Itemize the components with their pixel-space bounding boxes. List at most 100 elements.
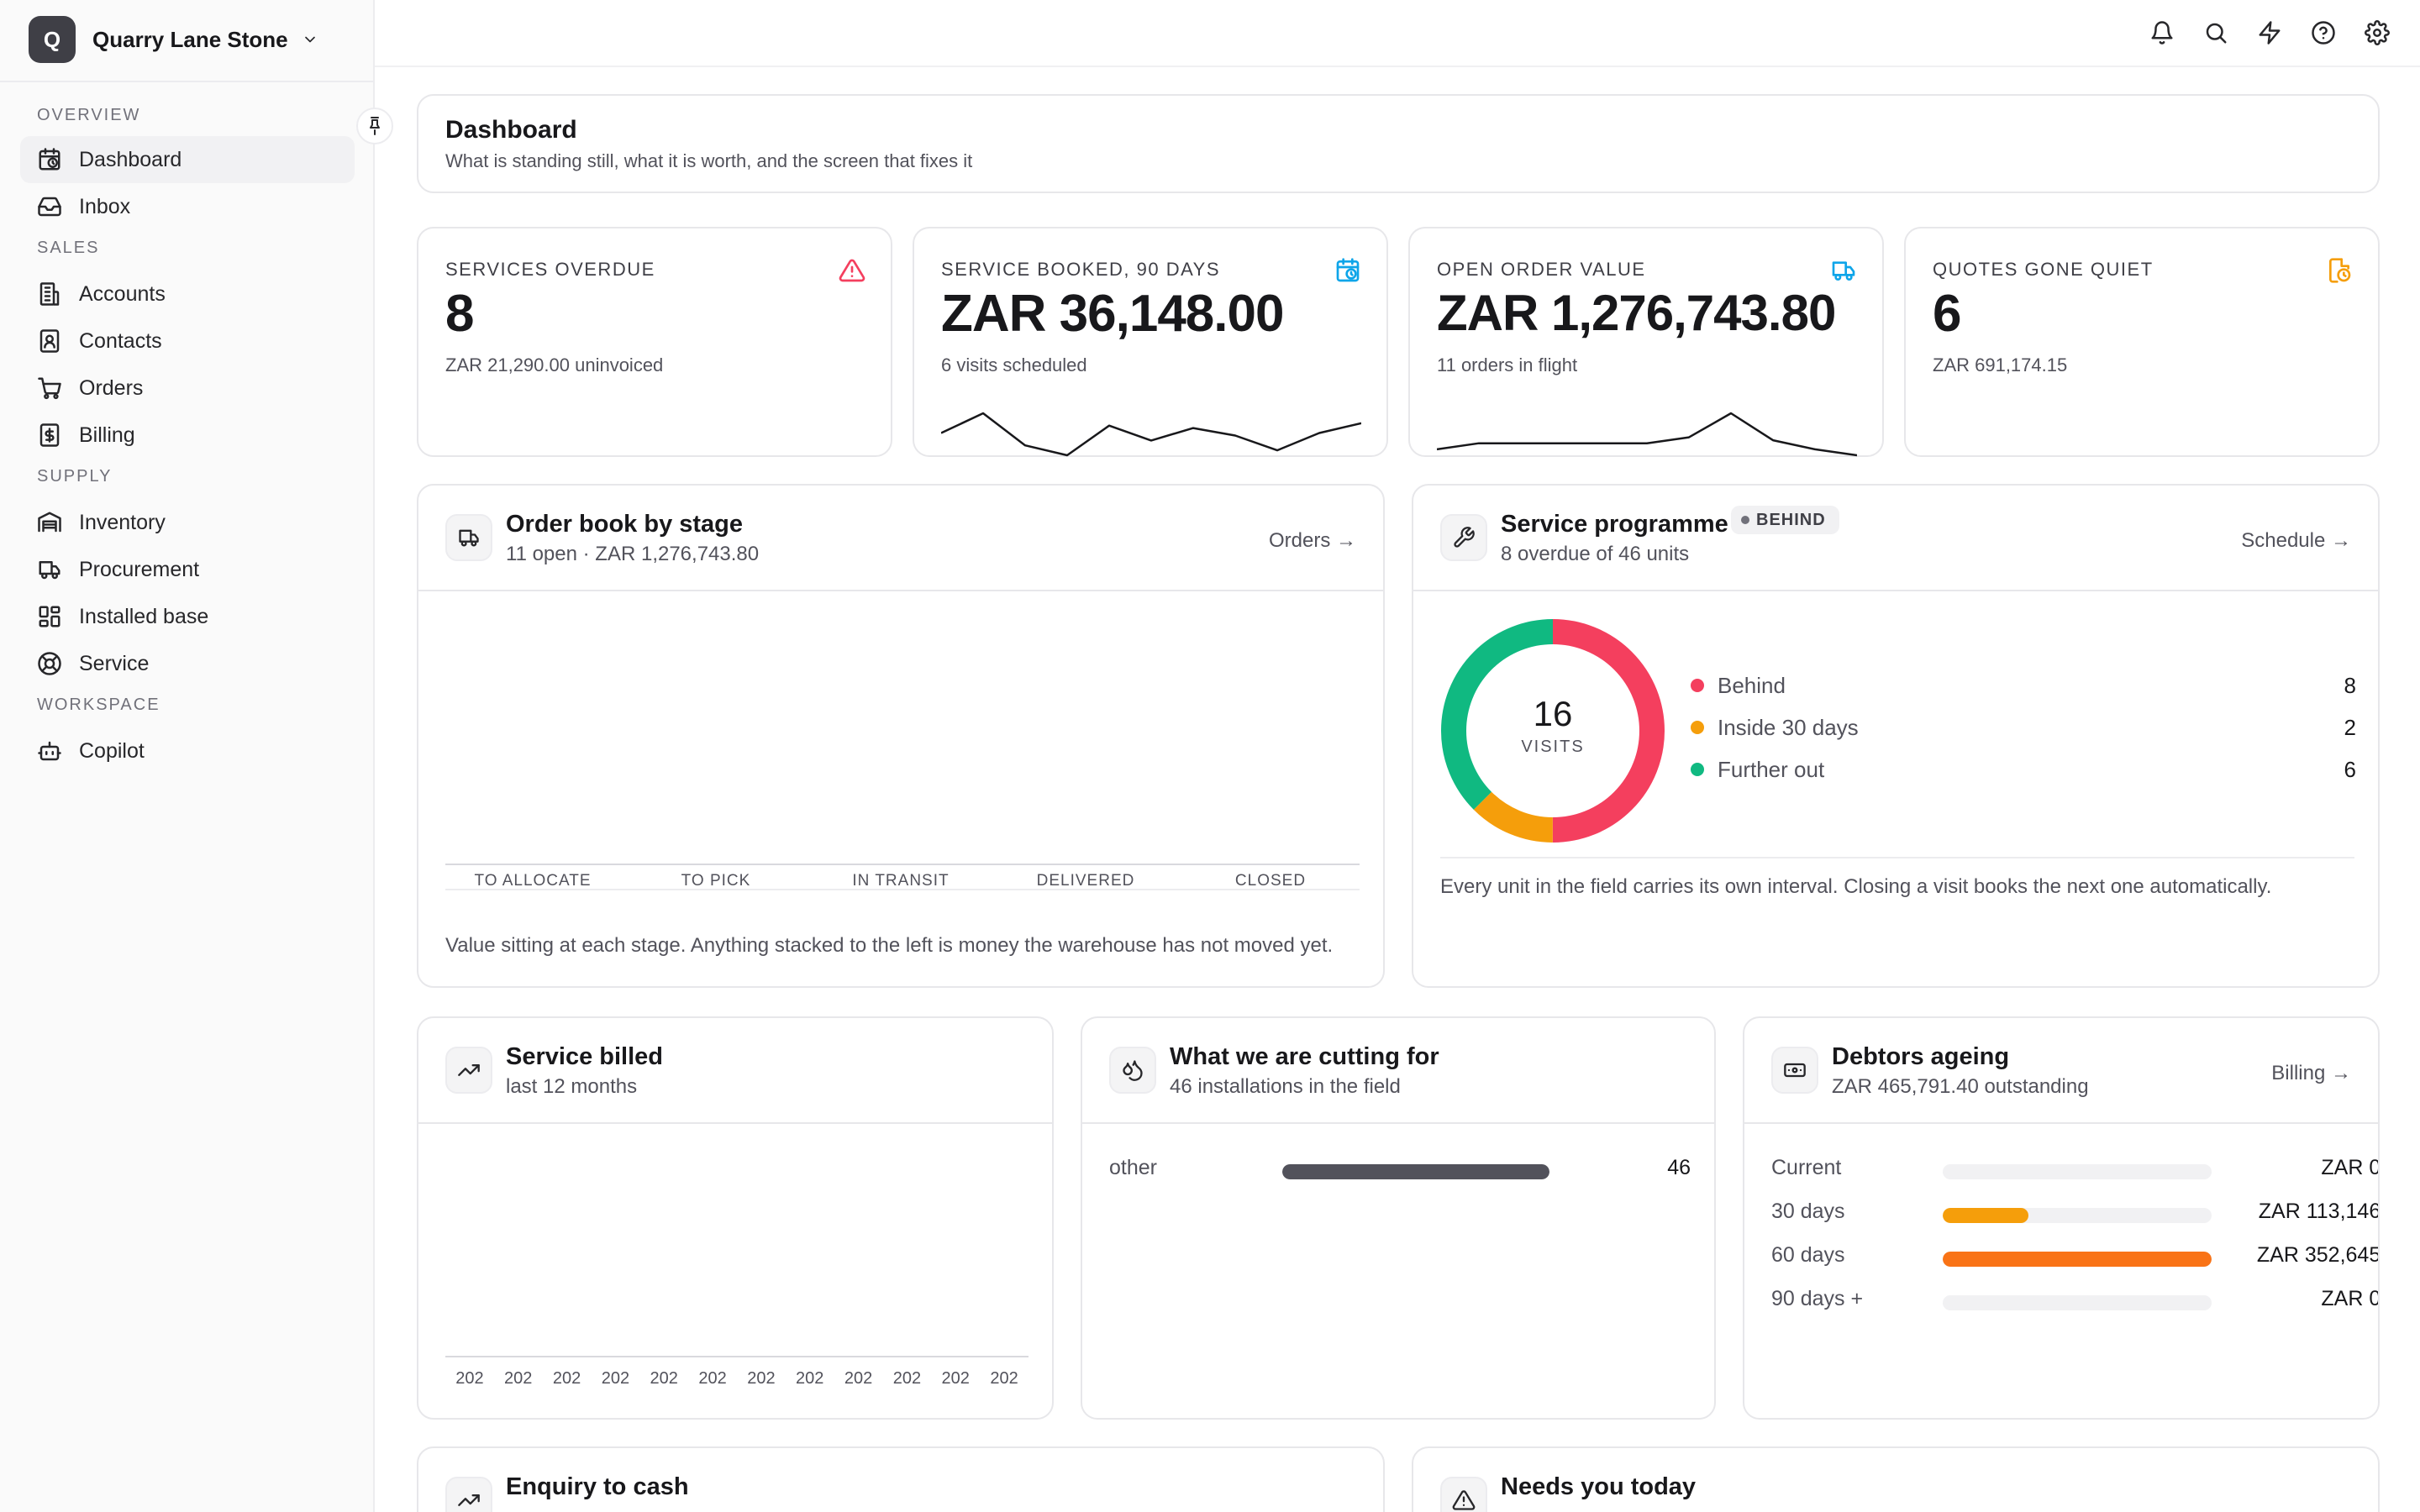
nav-item-label: Dashboard: [79, 147, 182, 171]
x-tick-label: 202: [601, 1369, 630, 1388]
ageing-bar-track: [1943, 1208, 2212, 1223]
kpi-card-service-booked[interactable]: SERVICE BOOKED, 90 DAYS ZAR 36,148.00 6 …: [913, 227, 1388, 457]
stage-label: IN TRANSIT: [852, 872, 950, 890]
ageing-label: Current: [1771, 1156, 1842, 1179]
orders-link[interactable]: Orders →: [1268, 529, 1356, 552]
org-switcher[interactable]: Q Quarry Lane Stone: [29, 15, 318, 64]
droplets-icon: [1109, 1047, 1156, 1094]
nav-item-installed-base[interactable]: Installed base: [20, 593, 355, 640]
help-icon[interactable]: [2311, 20, 2336, 45]
kpi-value: ZAR 36,148.00: [941, 285, 1284, 343]
pin-sidebar-button[interactable]: [356, 108, 393, 144]
ageing-row: 30 days ZAR 113,146.20: [1771, 1196, 2378, 1230]
panel-subtitle: 11 open · ZAR 1,276,743.80: [506, 543, 760, 565]
ageing-row: 90 days + ZAR 0.00: [1771, 1284, 2378, 1317]
bot-icon: [37, 738, 62, 764]
kpi-label: OPEN ORDER VALUE: [1437, 259, 1646, 280]
ageing-bar-fill: [1943, 1252, 2212, 1267]
legend-item: Further out 6: [1691, 753, 2356, 786]
donut-total: 16: [1533, 694, 1573, 733]
legend-item: Behind 8: [1691, 669, 2356, 702]
nav-section-supply: SUPPLY: [37, 467, 113, 486]
grid-icon: [37, 604, 62, 629]
panel-title: What we are cutting for: [1170, 1043, 1439, 1070]
wrench-icon: [1440, 514, 1487, 561]
panel-header: Debtors ageing ZAR 465,791.40 outstandin…: [1744, 1018, 2378, 1124]
nav-item-inbox[interactable]: Inbox: [20, 183, 355, 230]
badge-dot: [1741, 516, 1749, 524]
x-tick-label: 202: [747, 1369, 776, 1388]
nav-item-label: Inbox: [79, 194, 131, 218]
cart-icon: [37, 375, 62, 401]
nav-item-inventory[interactable]: Inventory: [20, 499, 355, 546]
kpi-value: 8: [445, 285, 474, 343]
legend-item: Inside 30 days 2: [1691, 711, 2356, 744]
cutting-row: other 46: [1109, 1152, 1691, 1186]
donut-total-label: VISITS: [1521, 738, 1585, 756]
nav-item-procurement[interactable]: Procurement: [20, 546, 355, 593]
panel-title: Order book by stage: [506, 511, 744, 538]
schedule-link[interactable]: Schedule →: [2241, 529, 2351, 552]
truck-icon: [445, 514, 492, 561]
ageing-value: ZAR 352,645.20: [2256, 1243, 2380, 1267]
nav-item-copilot[interactable]: Copilot: [20, 727, 355, 774]
nav-item-label: Service: [79, 651, 150, 675]
search-icon[interactable]: [2203, 20, 2228, 45]
x-tick-label: 202: [698, 1369, 727, 1388]
org-name: Quarry Lane Stone: [92, 26, 288, 52]
cutting-label: other: [1109, 1156, 1157, 1179]
panel-note: Value sitting at each stage. Anything st…: [445, 934, 1334, 957]
x-tick-label: 202: [796, 1369, 824, 1388]
kpi-label: SERVICES OVERDUE: [445, 259, 655, 280]
legend-value: 8: [2344, 672, 2356, 698]
nav-item-dashboard[interactable]: Dashboard: [20, 136, 355, 183]
x-tick-label: 202: [844, 1369, 873, 1388]
panel-note: Every unit in the field carries its own …: [1440, 875, 2272, 898]
page-title: Dashboard: [445, 116, 577, 144]
nav-item-label: Inventory: [79, 510, 166, 534]
kpi-sparkline: [941, 412, 1361, 457]
nav-item-label: Contacts: [79, 328, 162, 353]
nav-item-contacts[interactable]: Contacts: [20, 318, 355, 365]
kpi-sparkline: [1437, 412, 1857, 457]
nav-item-orders[interactable]: Orders: [20, 365, 355, 412]
nav-item-label: Orders: [79, 375, 144, 400]
x-tick-label: 202: [552, 1369, 581, 1388]
top-bar: [375, 0, 2420, 67]
panel-header: Order book by stage 11 open · ZAR 1,276,…: [418, 486, 1383, 591]
settings-icon[interactable]: [2365, 20, 2390, 45]
sidebar-divider: [0, 81, 373, 82]
stage-label: CLOSED: [1234, 872, 1307, 890]
cutting-value: 46: [1667, 1156, 1691, 1179]
cutting-for-panel: What we are cutting for 46 installations…: [1081, 1016, 1716, 1420]
badge-label: BEHIND: [1756, 510, 1826, 529]
zap-icon[interactable]: [2257, 20, 2282, 45]
legend-label: Inside 30 days: [1718, 714, 1859, 740]
kpi-card-quotes-gone-quiet[interactable]: QUOTES GONE QUIET 6 ZAR 691,174.15: [1904, 227, 2380, 457]
enquiry-to-cash-panel: Enquiry to cash: [417, 1446, 1385, 1512]
file-clock-icon: [2326, 257, 2353, 284]
truck-icon: [37, 557, 62, 582]
nav-item-service[interactable]: Service: [20, 640, 355, 687]
panel-header: Service billed last 12 months: [418, 1018, 1052, 1124]
contact-icon: [37, 328, 62, 354]
legend-label: Further out: [1718, 756, 1825, 782]
ageing-label: 90 days +: [1771, 1287, 1864, 1310]
x-axis-labels: 202 202 202 202 202 202 202 202 202 202 202 202: [445, 1369, 1028, 1394]
ageing-bar-track: [1943, 1295, 2212, 1310]
kpi-card-services-overdue[interactable]: SERVICES OVERDUE 8 ZAR 21,290.00 uninvoi…: [417, 227, 892, 457]
kpi-value: 6: [1933, 285, 1961, 343]
nav-item-billing[interactable]: Billing: [20, 412, 355, 459]
trending-up-icon: [445, 1047, 492, 1094]
chart-axis-line: [445, 1356, 1028, 1357]
status-badge: BEHIND: [1731, 506, 1839, 534]
kpi-subtext: ZAR 691,174.15: [1933, 354, 2068, 375]
kpi-value: ZAR 1,276,743.80: [1437, 285, 1836, 341]
kpi-subtext: ZAR 21,290.00 uninvoiced: [445, 354, 664, 375]
kpi-card-open-order-value[interactable]: OPEN ORDER VALUE ZAR 1,276,743.80 11 ord…: [1408, 227, 1884, 457]
nav-item-accounts[interactable]: Accounts: [20, 270, 355, 318]
bell-icon[interactable]: [2149, 20, 2175, 45]
billing-link[interactable]: Billing →: [2271, 1062, 2351, 1084]
sidebar: Q Quarry Lane Stone OVERVIEW Dashboard I…: [0, 0, 375, 1512]
panel-title: Service billed: [506, 1043, 663, 1070]
